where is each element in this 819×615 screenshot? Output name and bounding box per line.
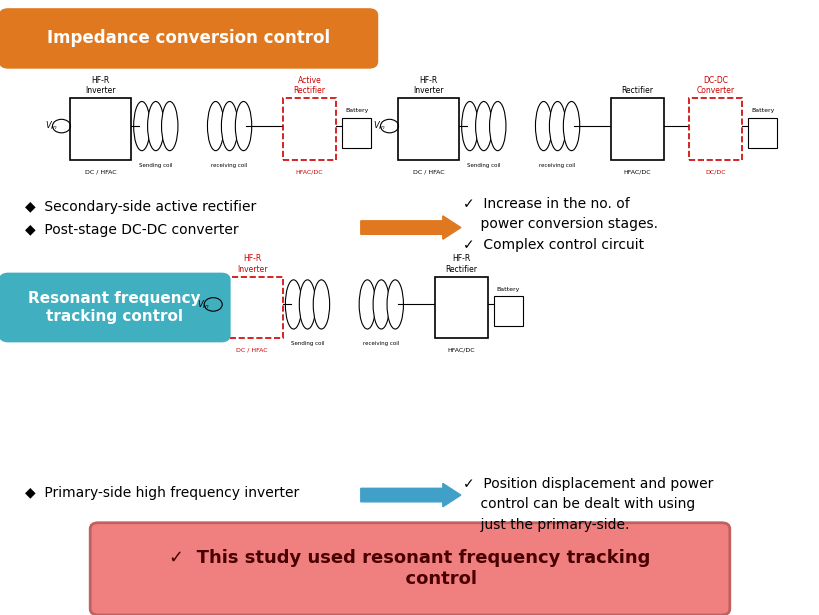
Text: receiving coil: receiving coil — [539, 163, 575, 168]
Ellipse shape — [299, 280, 315, 329]
Text: Sending coil: Sending coil — [467, 163, 500, 168]
Ellipse shape — [285, 280, 301, 329]
Text: ✓  Increase in the no. of
    power conversion stages.
✓  Complex control circui: ✓ Increase in the no. of power conversio… — [463, 197, 658, 252]
Ellipse shape — [461, 101, 477, 151]
Ellipse shape — [161, 101, 178, 151]
Text: DC / HFAC: DC / HFAC — [84, 169, 116, 174]
Bar — [493, 296, 523, 326]
Text: Battery: Battery — [345, 108, 368, 113]
Bar — [434, 277, 487, 338]
Bar — [610, 98, 663, 160]
Bar — [688, 98, 741, 160]
Text: DC / HFAC: DC / HFAC — [236, 347, 268, 352]
Text: HFAC/DC: HFAC/DC — [623, 169, 650, 174]
Ellipse shape — [535, 101, 551, 151]
Text: HF-R
Inverter: HF-R Inverter — [413, 76, 443, 95]
Ellipse shape — [207, 101, 224, 151]
Ellipse shape — [549, 101, 565, 151]
Ellipse shape — [387, 280, 403, 329]
Text: HF-R
Rectifier: HF-R Rectifier — [445, 254, 477, 274]
Text: Battery: Battery — [750, 108, 773, 113]
Text: Sending coil: Sending coil — [139, 163, 172, 168]
Text: ✓  This study used resonant frequency tracking
          control: ✓ This study used resonant frequency tra… — [169, 549, 650, 589]
Ellipse shape — [313, 280, 329, 329]
Text: HF-R
Inverter: HF-R Inverter — [85, 76, 115, 95]
Text: $V_{in}$: $V_{in}$ — [197, 298, 210, 311]
FancyBboxPatch shape — [90, 523, 729, 615]
Bar — [283, 98, 336, 160]
Text: Sending coil: Sending coil — [291, 341, 324, 346]
Text: Battery: Battery — [496, 287, 519, 292]
Ellipse shape — [235, 101, 251, 151]
Ellipse shape — [475, 101, 491, 151]
Text: DC/DC: DC/DC — [704, 169, 725, 174]
Text: ✓  Position displacement and power
    control can be dealt with using
    just : ✓ Position displacement and power contro… — [463, 477, 713, 532]
Text: receiving coil: receiving coil — [211, 163, 247, 168]
Text: Active
Rectifier: Active Rectifier — [293, 76, 325, 95]
Text: HFAC/DC: HFAC/DC — [447, 347, 474, 352]
Text: DC / HFAC: DC / HFAC — [412, 169, 444, 174]
Text: Resonant frequency
tracking control: Resonant frequency tracking control — [29, 292, 201, 323]
Bar — [747, 118, 776, 148]
Ellipse shape — [147, 101, 164, 151]
FancyBboxPatch shape — [0, 9, 377, 68]
Text: receiving coil: receiving coil — [363, 341, 399, 346]
Text: DC-DC
Converter: DC-DC Converter — [695, 76, 734, 95]
Text: HF-R
Inverter: HF-R Inverter — [237, 254, 267, 274]
Text: Impedance conversion control: Impedance conversion control — [47, 30, 330, 47]
Bar — [397, 98, 459, 160]
Text: HFAC/DC: HFAC/DC — [296, 169, 323, 174]
FancyArrow shape — [360, 483, 460, 507]
Text: ◆  Secondary-side active rectifier
◆  Post-stage DC-DC converter: ◆ Secondary-side active rectifier ◆ Post… — [25, 200, 256, 237]
Bar — [70, 98, 131, 160]
FancyArrow shape — [360, 216, 460, 239]
Bar — [342, 118, 371, 148]
Ellipse shape — [221, 101, 238, 151]
Ellipse shape — [133, 101, 150, 151]
FancyBboxPatch shape — [0, 274, 229, 341]
Ellipse shape — [373, 280, 389, 329]
Text: Rectifier: Rectifier — [621, 86, 653, 95]
Bar — [221, 277, 283, 338]
Ellipse shape — [489, 101, 505, 151]
Text: ◆  Primary-side high frequency inverter: ◆ Primary-side high frequency inverter — [25, 486, 298, 500]
Ellipse shape — [359, 280, 375, 329]
Text: $V_{in}$: $V_{in}$ — [373, 120, 386, 132]
Text: $V_{in}$: $V_{in}$ — [45, 120, 58, 132]
Ellipse shape — [563, 101, 579, 151]
